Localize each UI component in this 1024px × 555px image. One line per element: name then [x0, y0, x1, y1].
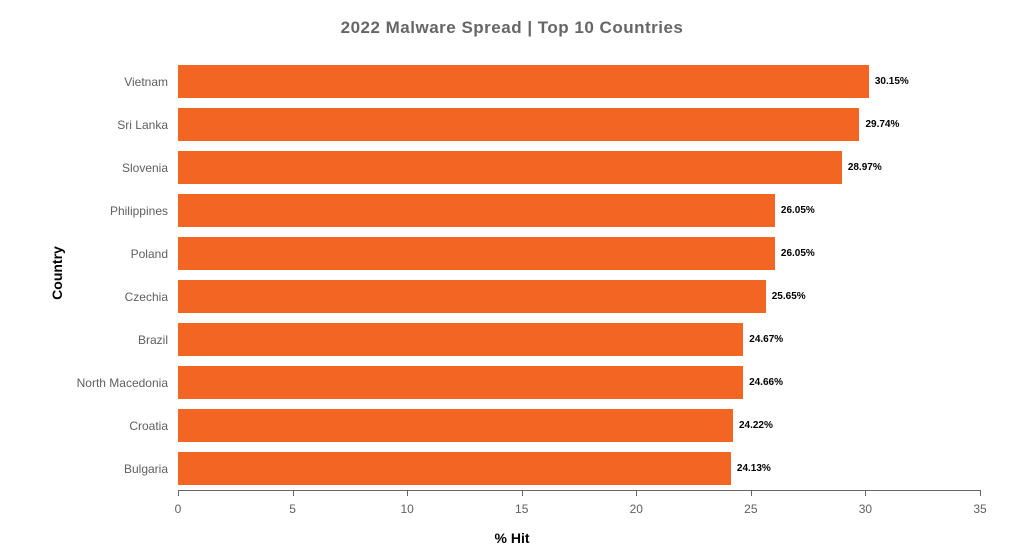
- x-tick-label: 10: [400, 502, 413, 516]
- x-tick-mark: [522, 490, 523, 496]
- bar-value-label: 24.66%: [749, 377, 783, 388]
- y-tick-label: Sri Lanka: [117, 118, 168, 132]
- bar: [178, 194, 775, 228]
- bar-value-label: 25.65%: [772, 291, 806, 302]
- bar-value-label: 24.67%: [749, 334, 783, 345]
- bar: [178, 366, 743, 400]
- x-tick-label: 15: [515, 502, 528, 516]
- x-tick-mark: [407, 490, 408, 496]
- bar-value-label: 26.05%: [781, 248, 815, 259]
- bar: [178, 323, 743, 357]
- x-tick-label: 20: [630, 502, 643, 516]
- y-tick-label: Slovenia: [122, 161, 168, 175]
- bar: [178, 65, 869, 99]
- x-tick-mark: [636, 490, 637, 496]
- x-axis-title: % Hit: [0, 530, 1024, 546]
- bar-value-label: 26.05%: [781, 205, 815, 216]
- x-tick-mark: [751, 490, 752, 496]
- y-axis-title: Country: [49, 246, 65, 300]
- bar: [178, 108, 859, 142]
- chart-container: 2022 Malware Spread | Top 10 Countries C…: [0, 0, 1024, 555]
- bar: [178, 151, 842, 185]
- x-tick-label: 35: [973, 502, 986, 516]
- y-tick-label: Vietnam: [124, 75, 168, 89]
- x-tick-label: 0: [175, 502, 182, 516]
- y-tick-label: Bulgaria: [124, 462, 168, 476]
- bar-value-label: 24.22%: [739, 420, 773, 431]
- bar-value-label: 30.15%: [875, 76, 909, 87]
- y-tick-label: North Macedonia: [77, 376, 168, 390]
- bar: [178, 237, 775, 271]
- y-tick-label: Philippines: [110, 204, 168, 218]
- x-tick-mark: [178, 490, 179, 496]
- bar-value-label: 29.74%: [865, 119, 899, 130]
- x-tick-label: 25: [744, 502, 757, 516]
- x-tick-mark: [865, 490, 866, 496]
- bar: [178, 409, 733, 443]
- y-tick-label: Croatia: [129, 419, 168, 433]
- y-tick-label: Czechia: [125, 290, 168, 304]
- y-tick-label: Poland: [131, 247, 168, 261]
- x-tick-mark: [980, 490, 981, 496]
- bar: [178, 452, 731, 486]
- y-tick-label: Brazil: [138, 333, 168, 347]
- chart-title: 2022 Malware Spread | Top 10 Countries: [0, 18, 1024, 38]
- x-tick-label: 30: [859, 502, 872, 516]
- bar-value-label: 28.97%: [848, 162, 882, 173]
- bar: [178, 280, 766, 314]
- x-axis-line: [178, 490, 980, 491]
- x-tick-mark: [293, 490, 294, 496]
- bar-value-label: 24.13%: [737, 463, 771, 474]
- x-tick-label: 5: [289, 502, 296, 516]
